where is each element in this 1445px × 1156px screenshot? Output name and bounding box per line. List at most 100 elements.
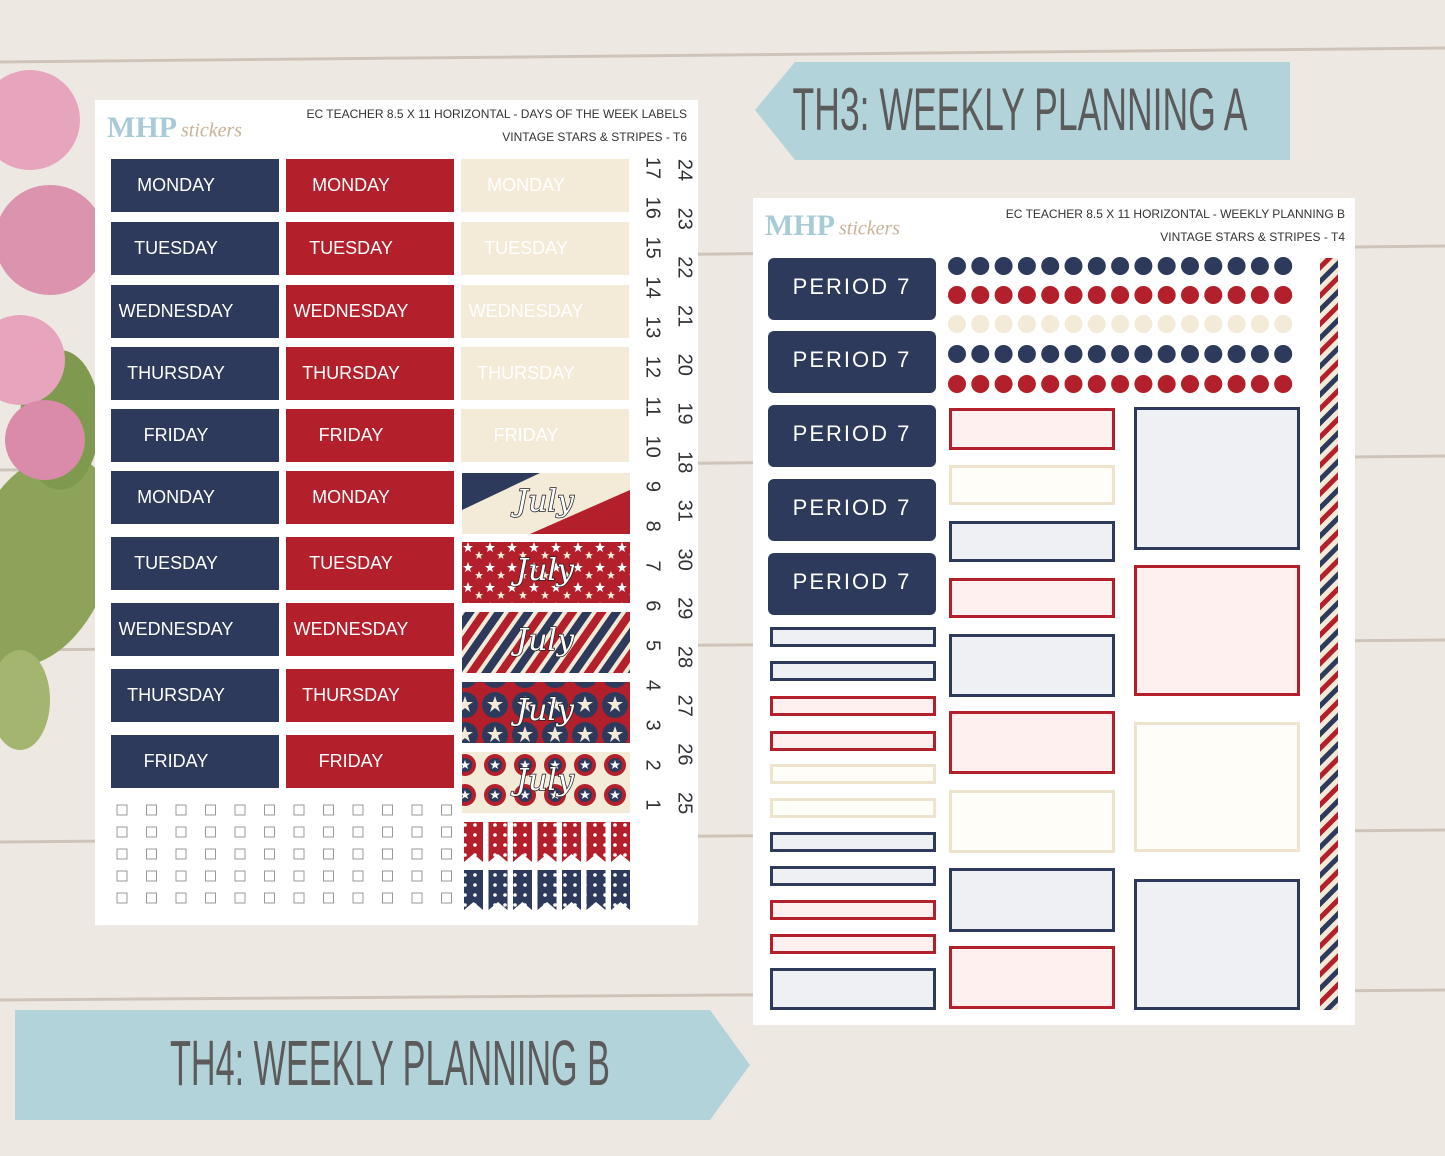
date-number: 10 (642, 435, 664, 457)
flag-sticker (537, 822, 557, 862)
dot-sticker (1157, 315, 1176, 333)
date-number: 7 (642, 560, 664, 571)
dot-sticker (1017, 286, 1036, 304)
dot-sticker (948, 315, 966, 333)
checkbox (411, 892, 423, 904)
dot-sticker (994, 315, 1013, 333)
checkbox (411, 848, 423, 860)
day-label-sticker (111, 222, 279, 275)
date-number: 5 (642, 640, 664, 651)
date-number: 29 (674, 597, 696, 619)
dot-sticker (1064, 315, 1083, 333)
date-number: 23 (674, 208, 696, 230)
date-number: 31 (674, 500, 696, 522)
checkbox (264, 870, 275, 882)
july-label: July (510, 623, 575, 658)
day-label-sticker (286, 159, 454, 212)
dot-sticker (1041, 345, 1060, 363)
checkbox (411, 870, 423, 882)
dot-sticker (1227, 375, 1246, 393)
date-number: 8 (642, 521, 664, 532)
checkbox (264, 892, 275, 904)
day-label: THURSDAY (127, 363, 225, 383)
checkbox (175, 804, 187, 816)
day-label: THURSDAY (127, 685, 225, 705)
flowers (0, 70, 105, 480)
checkbox (234, 804, 246, 816)
checkbox (234, 848, 246, 860)
box-sticker (949, 946, 1115, 1009)
dot-sticker (1157, 345, 1176, 363)
dot-sticker (1181, 257, 1199, 275)
dot-sticker (1111, 286, 1130, 304)
day-label: TUESDAY (134, 238, 218, 258)
july-sticker (462, 612, 630, 673)
flag-sticker (488, 822, 508, 862)
july-label: July (510, 484, 575, 519)
box-sticker (1134, 722, 1300, 852)
day-label-sticker (461, 222, 629, 275)
box-sticker (949, 711, 1115, 774)
date-number: 28 (674, 646, 696, 668)
flag-sticker (488, 870, 508, 910)
sheet-header: VINTAGE STARS & STRIPES - T4 (1160, 230, 1345, 244)
day-label-sticker (286, 347, 454, 400)
checkbox (175, 892, 187, 904)
box-sticker (770, 627, 936, 647)
flag-sticker (513, 870, 532, 910)
checkbox (205, 848, 216, 860)
checkbox (323, 848, 334, 860)
dot-sticker (1087, 375, 1106, 393)
day-label-sticker (111, 603, 279, 656)
day-label: WEDNESDAY (119, 301, 234, 321)
day-label-sticker (286, 669, 454, 722)
checkbox (116, 892, 128, 904)
period-label: PERIOD 7 (793, 347, 912, 372)
dot-sticker (1274, 257, 1293, 275)
flag-sticker (464, 822, 483, 862)
dot-sticker (1017, 345, 1036, 363)
day-label: WEDNESDAY (294, 619, 409, 639)
checkbox (234, 870, 246, 882)
dot-sticker (1064, 257, 1083, 275)
dot-sticker (1134, 286, 1153, 304)
dot-sticker (1087, 257, 1106, 275)
date-number: 24 (674, 159, 696, 181)
day-label: TUESDAY (309, 553, 393, 573)
july-pattern (462, 473, 540, 510)
box-sticker (770, 866, 936, 886)
checkbox (382, 804, 393, 816)
dot-sticker (1017, 375, 1036, 393)
date-number: 15 (642, 236, 664, 258)
day-label: FRIDAY (494, 425, 559, 445)
date-number: 20 (674, 354, 696, 376)
day-label: TUESDAY (134, 553, 218, 573)
day-label: THURSDAY (302, 685, 400, 705)
dot-sticker (1111, 257, 1130, 275)
box-sticker (1134, 879, 1300, 1010)
july-label: July (510, 693, 575, 728)
box-sticker (949, 790, 1115, 853)
dot-sticker (1227, 315, 1246, 333)
checkbox (205, 892, 216, 904)
dot-sticker (1227, 345, 1246, 363)
sheet-header: VINTAGE STARS & STRIPES - T6 (502, 130, 687, 144)
box-sticker (770, 661, 936, 681)
date-number: 13 (642, 316, 664, 338)
day-label: FRIDAY (144, 425, 209, 445)
dot-sticker (1134, 345, 1153, 363)
july-pattern (530, 490, 630, 534)
period-sticker (768, 258, 936, 320)
flag-sticker (562, 822, 581, 862)
dot-sticker (1064, 375, 1083, 393)
banner-title: TH4: WEEKLY PLANNING B (170, 1027, 610, 1099)
checkbox (382, 826, 393, 838)
box-sticker (949, 634, 1115, 697)
dot-sticker (971, 315, 990, 333)
dot-sticker (1041, 286, 1060, 304)
box-sticker (770, 968, 936, 1010)
logo-tag: stickers (181, 120, 242, 142)
checkbox (205, 804, 216, 816)
checkbox (293, 804, 305, 816)
